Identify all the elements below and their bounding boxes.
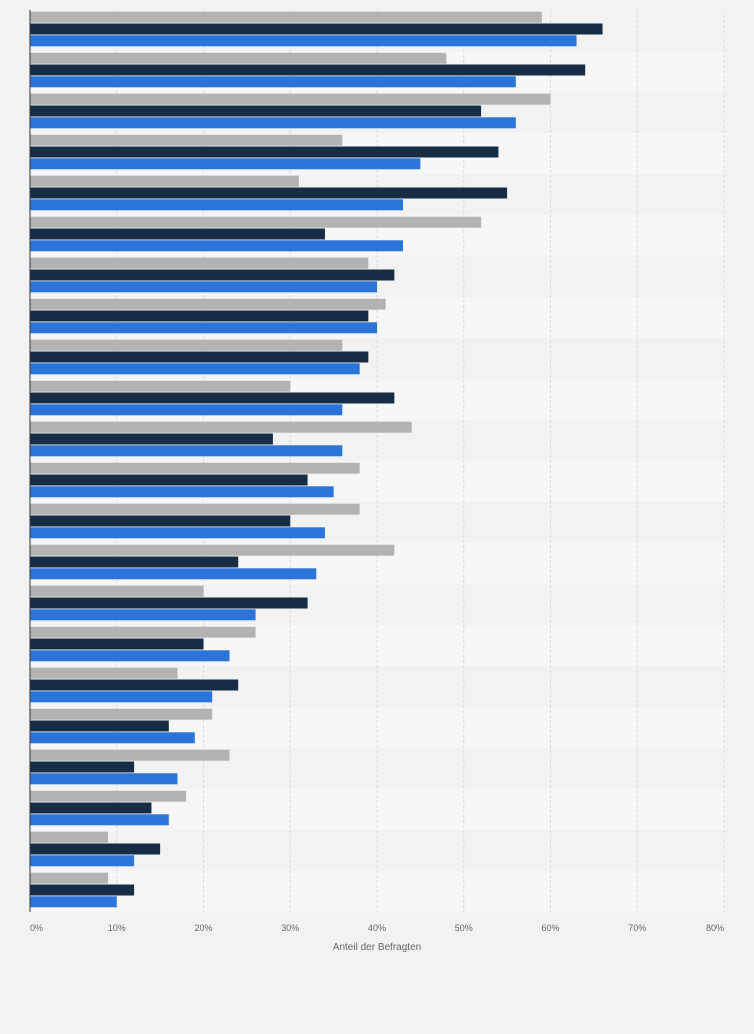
- bar[interactable]: [30, 720, 169, 732]
- bar[interactable]: [30, 609, 256, 621]
- bar[interactable]: [30, 93, 551, 105]
- x-tick-label: 80%: [706, 923, 724, 933]
- bar[interactable]: [30, 872, 109, 884]
- bar[interactable]: [30, 474, 308, 486]
- x-axis-title: Anteil der Befragten: [333, 942, 421, 953]
- bar[interactable]: [30, 650, 230, 662]
- bar[interactable]: [30, 515, 291, 527]
- bar[interactable]: [30, 831, 109, 843]
- x-tick-label: 70%: [628, 923, 646, 933]
- bar[interactable]: [30, 257, 369, 269]
- bar[interactable]: [30, 64, 586, 76]
- bar[interactable]: [30, 269, 395, 281]
- bar[interactable]: [30, 23, 603, 35]
- bar[interactable]: [30, 708, 213, 720]
- bar[interactable]: [30, 310, 369, 322]
- bar[interactable]: [30, 380, 291, 392]
- bar[interactable]: [30, 749, 230, 761]
- bar[interactable]: [30, 667, 178, 679]
- bar[interactable]: [30, 732, 195, 744]
- bar[interactable]: [30, 187, 508, 199]
- bar[interactable]: [30, 281, 377, 293]
- bar[interactable]: [30, 790, 187, 802]
- bar[interactable]: [30, 11, 542, 23]
- bar[interactable]: [30, 117, 516, 129]
- bar[interactable]: [30, 240, 404, 252]
- x-tick-label: 60%: [541, 923, 559, 933]
- bar[interactable]: [30, 896, 117, 908]
- bar[interactable]: [30, 392, 395, 404]
- bar[interactable]: [30, 199, 404, 211]
- bar[interactable]: [30, 486, 334, 498]
- bar[interactable]: [30, 351, 369, 363]
- bar[interactable]: [30, 298, 386, 310]
- bar[interactable]: [30, 556, 239, 568]
- bar[interactable]: [30, 76, 516, 88]
- bar[interactable]: [30, 228, 325, 240]
- bar[interactable]: [30, 884, 135, 896]
- bar[interactable]: [30, 814, 169, 826]
- bar[interactable]: [30, 568, 317, 580]
- x-tick-label: 40%: [368, 923, 386, 933]
- bar[interactable]: [30, 855, 135, 867]
- bar[interactable]: [30, 638, 204, 650]
- bar[interactable]: [30, 322, 377, 334]
- bar[interactable]: [30, 527, 325, 539]
- x-tick-label: 30%: [281, 923, 299, 933]
- bar[interactable]: [30, 105, 482, 117]
- bar[interactable]: [30, 445, 343, 457]
- bar[interactable]: [30, 802, 152, 814]
- bar[interactable]: [30, 626, 256, 638]
- bars: [30, 11, 603, 908]
- bar[interactable]: [30, 433, 273, 445]
- bar[interactable]: [30, 35, 577, 47]
- bar[interactable]: [30, 544, 395, 556]
- bar[interactable]: [30, 339, 343, 351]
- bar[interactable]: [30, 404, 343, 416]
- bar[interactable]: [30, 134, 343, 146]
- bar[interactable]: [30, 597, 308, 609]
- x-tick-label: 50%: [455, 923, 473, 933]
- bar[interactable]: [30, 146, 499, 158]
- bar[interactable]: [30, 462, 360, 474]
- bar[interactable]: [30, 843, 161, 855]
- x-tick-label: 10%: [108, 923, 126, 933]
- bar[interactable]: [30, 158, 421, 170]
- x-tick-label: 20%: [194, 923, 212, 933]
- bar[interactable]: [30, 691, 213, 703]
- bar[interactable]: [30, 679, 239, 691]
- bar[interactable]: [30, 761, 135, 773]
- bar[interactable]: [30, 52, 447, 64]
- x-axis: 0% 10% 20% 30% 40% 50% 60% 70% 80%: [29, 10, 724, 933]
- bar[interactable]: [30, 363, 360, 375]
- bar[interactable]: [30, 421, 412, 433]
- bar[interactable]: [30, 585, 204, 597]
- bar[interactable]: [30, 503, 360, 515]
- bar[interactable]: [30, 773, 178, 785]
- x-tick-label: 0%: [30, 923, 43, 933]
- bar[interactable]: [30, 175, 299, 187]
- bar[interactable]: [30, 216, 482, 228]
